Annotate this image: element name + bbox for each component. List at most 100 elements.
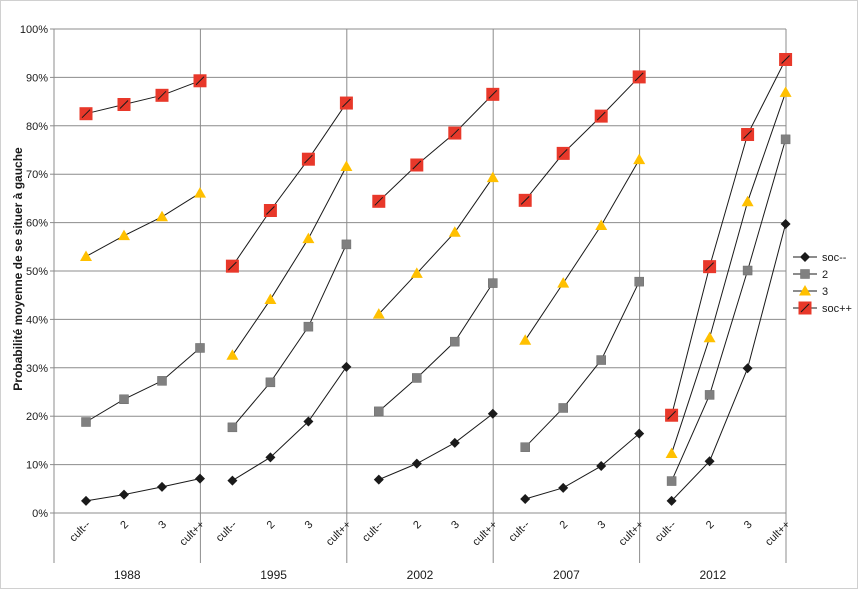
- data-point: [412, 373, 422, 383]
- data-point: [632, 70, 646, 84]
- data-point: [779, 52, 793, 66]
- data-point: [634, 276, 644, 287]
- data-point: [195, 343, 205, 353]
- data-point-mark: [743, 130, 752, 139]
- legend-label: 3: [822, 286, 828, 298]
- data-point: [340, 160, 353, 171]
- series-3: [80, 86, 792, 458]
- series-line: [524, 159, 640, 341]
- data-point-mark: [304, 154, 313, 164]
- data-point-mark: [488, 89, 498, 99]
- y-tick-label: 20%: [26, 411, 48, 423]
- y-tick-label: 50%: [26, 266, 48, 278]
- data-point-mark: [81, 109, 91, 119]
- data-point: [157, 481, 167, 492]
- data-point: [118, 229, 130, 241]
- y-tick-label: 70%: [26, 169, 48, 181]
- data-point: [225, 259, 239, 273]
- data-point: [520, 442, 530, 452]
- data-point: [341, 361, 352, 372]
- data-point-mark: [705, 262, 714, 271]
- data-point: [263, 204, 277, 217]
- group-label: 1995: [260, 568, 287, 582]
- series-line: [524, 281, 640, 448]
- data-point: [374, 406, 384, 417]
- grid-lines: [50, 28, 787, 563]
- data-point: [265, 452, 276, 463]
- data-point-mark: [558, 149, 568, 158]
- data-point: [741, 195, 754, 207]
- legend-label: soc++: [822, 303, 852, 315]
- data-point: [780, 219, 791, 230]
- series-line: [671, 139, 787, 482]
- data-point: [634, 428, 645, 439]
- data-point-mark: [342, 98, 351, 108]
- data-point: [594, 109, 608, 123]
- data-point: [303, 321, 314, 332]
- data-point: [302, 232, 315, 244]
- data-point-mark: [520, 195, 530, 205]
- data-point-mark: [374, 196, 384, 206]
- series-line: [85, 192, 201, 257]
- data-point-mark: [667, 410, 676, 420]
- data-point-mark: [266, 206, 275, 215]
- data-point: [156, 210, 168, 222]
- series-line: [378, 282, 494, 412]
- data-point: [666, 495, 677, 506]
- group-label: 1988: [114, 568, 141, 582]
- data-point: [596, 461, 607, 472]
- data-point: [117, 98, 131, 112]
- data-point: [226, 349, 239, 360]
- series-soc++: [79, 52, 793, 422]
- data-point: [557, 277, 570, 288]
- y-tick-label: 100%: [20, 24, 48, 36]
- data-point: [488, 278, 498, 288]
- series-line: [378, 177, 494, 315]
- data-point: [703, 260, 717, 274]
- data-point: [703, 331, 716, 343]
- y-tick-label: 10%: [26, 460, 48, 472]
- legend: soc-- 2 3 soc++: [793, 252, 852, 315]
- y-tick-label: 40%: [26, 314, 48, 326]
- series-line: [232, 366, 347, 481]
- y-tick-label: 60%: [26, 218, 48, 230]
- data-point: [301, 152, 315, 166]
- group-labels: 1988 1995 2002 2007 2012: [114, 568, 727, 582]
- series-soc--: [81, 219, 791, 506]
- data-point-mark: [450, 128, 460, 138]
- y-tick-label: 90%: [26, 72, 48, 84]
- data-point: [666, 476, 677, 486]
- data-point: [193, 74, 207, 88]
- series-line: [231, 102, 347, 267]
- data-point: [119, 394, 129, 405]
- data-point: [119, 489, 129, 500]
- data-point-mark: [596, 111, 606, 121]
- series-line: [671, 223, 787, 502]
- data-point: [487, 408, 498, 419]
- group-label: 2012: [699, 568, 726, 582]
- data-point: [411, 458, 422, 469]
- group-label: 2002: [407, 568, 434, 582]
- group-label: 2007: [553, 568, 580, 582]
- y-tick-label: 30%: [26, 363, 48, 375]
- series-line: [378, 93, 494, 202]
- data-point: [741, 128, 755, 142]
- data-point: [155, 88, 169, 102]
- data-series: [79, 52, 793, 506]
- data-point: [798, 301, 812, 315]
- data-point: [410, 158, 424, 172]
- data-point: [264, 293, 277, 305]
- legend-item: soc++: [793, 301, 852, 315]
- series-line: [232, 244, 347, 428]
- data-point: [633, 153, 646, 165]
- data-point-mark: [781, 55, 790, 64]
- legend-label: soc--: [822, 252, 847, 264]
- series-line: [525, 433, 640, 500]
- data-point: [558, 482, 569, 493]
- data-point: [372, 308, 385, 319]
- data-point: [519, 334, 532, 345]
- data-point: [486, 171, 499, 183]
